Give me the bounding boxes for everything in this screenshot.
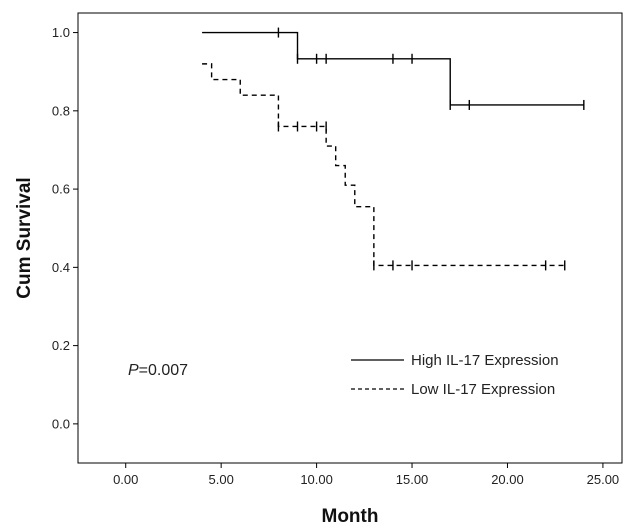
survival-curve-low bbox=[202, 63, 565, 267]
x-axis-title: Month bbox=[322, 506, 379, 527]
plot-frame bbox=[77, 12, 623, 464]
x-tick-label: 20.00 bbox=[491, 472, 524, 487]
x-tick-label: 10.00 bbox=[300, 472, 333, 487]
x-tick-label: 0.00 bbox=[113, 472, 138, 487]
p-value-text: =0.007 bbox=[139, 362, 188, 379]
p-value-annotation: P=0.007 bbox=[128, 362, 188, 379]
y-tick-label: 1.0 bbox=[52, 25, 70, 40]
y-axis: 0.0 0.2 0.4 0.6 0.8 1.0 bbox=[52, 25, 78, 431]
x-axis: 0.00 5.00 10.00 15.00 20.00 25.00 bbox=[113, 463, 619, 487]
survival-curve-high bbox=[202, 31, 584, 106]
x-tick-label: 15.00 bbox=[396, 472, 429, 487]
y-tick-label: 0.6 bbox=[52, 182, 70, 197]
x-tick-label: 5.00 bbox=[209, 472, 234, 487]
y-tick-label: 0.2 bbox=[52, 338, 70, 353]
legend: High IL-17 Expression Low IL-17 Expressi… bbox=[351, 352, 559, 398]
y-axis-title: Cum Survival bbox=[14, 177, 35, 298]
y-tick-label: 0.4 bbox=[52, 260, 70, 275]
legend-label-low: Low IL-17 Expression bbox=[411, 381, 555, 398]
y-tick-label: 0.0 bbox=[52, 416, 70, 431]
legend-label-high: High IL-17 Expression bbox=[411, 352, 559, 369]
y-tick-label: 0.8 bbox=[52, 103, 70, 118]
x-tick-label: 25.00 bbox=[587, 472, 620, 487]
series-layer bbox=[202, 27, 585, 271]
p-value-symbol: P bbox=[128, 362, 139, 379]
